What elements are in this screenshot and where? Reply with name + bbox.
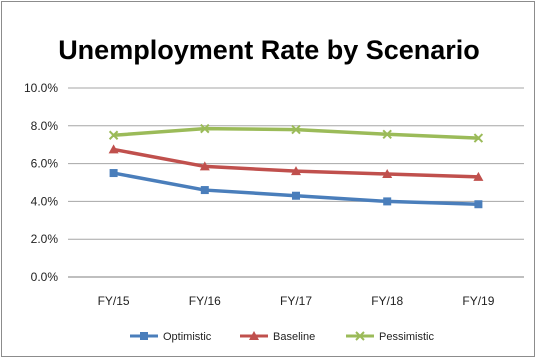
y-tick-labels: 0.0% 2.0% 4.0% 6.0% 8.0% 10.0% xyxy=(24,81,58,284)
legend-label-pessimistic: Pessimistic xyxy=(379,331,435,343)
y-tick-label: 4.0% xyxy=(31,194,59,208)
legend-label-optimistic: Optimistic xyxy=(163,331,212,343)
data-point-baseline xyxy=(108,144,119,154)
data-point-optimistic xyxy=(200,186,209,195)
gridlines xyxy=(68,87,524,278)
data-point-baseline xyxy=(473,171,484,181)
y-tick-label: 0.0% xyxy=(31,270,59,284)
data-point-pessimistic xyxy=(382,129,392,140)
data-point-pessimistic xyxy=(473,133,484,143)
y-tick-label: 8.0% xyxy=(31,119,59,133)
data-point-baseline xyxy=(291,166,301,176)
data-point-optimistic xyxy=(383,197,392,206)
y-tick-label: 6.0% xyxy=(31,157,59,171)
x-tick-label: FY/17 xyxy=(280,294,312,308)
legend-label-baseline: Baseline xyxy=(273,331,315,343)
data-point-pessimistic xyxy=(291,124,301,135)
legend-marker-pessimistic xyxy=(355,331,365,341)
legend-marker-optimistic xyxy=(140,332,148,340)
data-point-optimistic xyxy=(109,169,118,178)
data-point-baseline xyxy=(382,168,393,178)
x-tick-label: FY/15 xyxy=(98,294,130,308)
legend-marker-baseline xyxy=(249,331,259,340)
legend: Optimistic Baseline Pessimistic xyxy=(130,331,435,343)
x-tick-labels: FY/15 FY/16 FY/17 FY/18 FY/19 xyxy=(98,294,495,308)
y-tick-label: 2.0% xyxy=(31,232,59,246)
chart-title: Unemployment Rate by Scenario xyxy=(58,35,480,65)
data-point-baseline xyxy=(199,161,210,171)
data-point-pessimistic xyxy=(200,123,210,134)
data-point-optimistic xyxy=(474,200,483,209)
y-tick-label: 10.0% xyxy=(24,81,58,95)
data-point-optimistic xyxy=(292,191,300,200)
x-tick-label: FY/19 xyxy=(462,294,494,308)
data-point-pessimistic xyxy=(108,130,119,140)
series-markers xyxy=(108,123,484,209)
x-tick-label: FY/18 xyxy=(371,294,403,308)
x-tick-label: FY/16 xyxy=(189,294,221,308)
